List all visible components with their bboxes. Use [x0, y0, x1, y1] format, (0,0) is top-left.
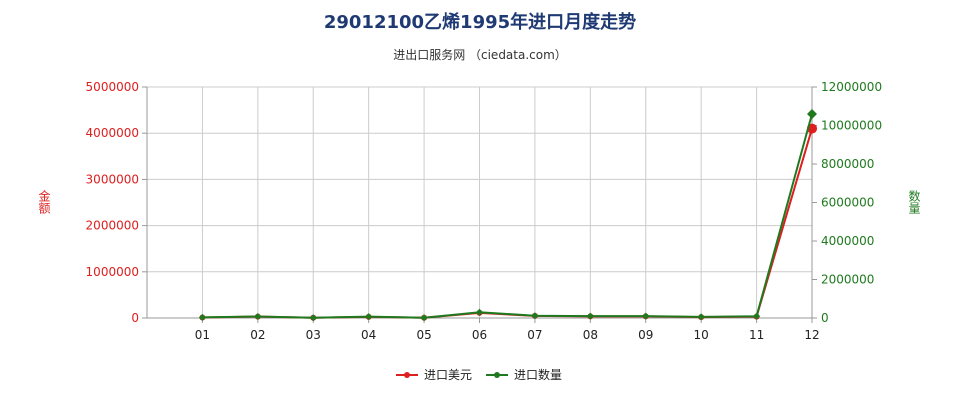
x-tick-label: 10 [694, 328, 709, 342]
left-tick-label: 2000000 [86, 219, 139, 233]
chart-subtitle: 进出口服务网 （ciedata.com） [393, 48, 567, 62]
right-tick-label: 10000000 [821, 119, 882, 133]
legend-swatch-usd [396, 370, 418, 380]
x-tick-label: 08 [583, 328, 598, 342]
right-tick-label: 6000000 [821, 196, 874, 210]
x-tick-label: 12 [804, 328, 819, 342]
data-point-quantity [642, 312, 650, 320]
chart-title: 29012100乙烯1995年进口月度走势 [323, 12, 637, 33]
right-tick-label: 4000000 [821, 234, 874, 248]
x-tick-label: 04 [361, 328, 376, 342]
right-tick-label: 8000000 [821, 157, 874, 171]
data-point-quantity [586, 312, 594, 320]
x-tick-label: 06 [472, 328, 487, 342]
data-point-quantity [309, 314, 317, 322]
series-line-usd [202, 128, 813, 319]
series-line-quantity [202, 113, 813, 319]
data-point-quantity [254, 312, 262, 320]
x-tick-label: 03 [306, 328, 321, 342]
x-tick-label: 07 [527, 328, 542, 342]
left-axis-title: 金额 [37, 190, 51, 214]
left-tick-label: 5000000 [86, 80, 139, 94]
left-tick-label: 4000000 [86, 126, 139, 140]
data-point-quantity [198, 313, 206, 321]
legend-item-usd[interactable]: 进口美元 [396, 366, 472, 383]
data-point-quantity [365, 313, 373, 321]
x-tick-label: 01 [195, 328, 210, 342]
right-tick-label: 0 [821, 311, 829, 325]
data-point-quantity [476, 308, 483, 316]
right-tick-label: 2000000 [821, 273, 874, 287]
legend-label-usd: 进口美元 [424, 368, 473, 382]
left-tick-label: 1000000 [86, 265, 139, 279]
left-tick-label: 3000000 [86, 172, 139, 186]
data-point-quantity [420, 314, 428, 322]
right-tick-label: 12000000 [821, 80, 882, 94]
x-tick-label: 05 [416, 328, 431, 342]
right-axis-title: 数量 [907, 190, 921, 214]
left-tick-label: 0 [131, 311, 139, 325]
legend-item-quantity[interactable]: 进口数量 [486, 366, 562, 383]
data-point-quantity [531, 312, 539, 320]
x-tick-label: 02 [250, 328, 265, 342]
x-tick-label: 11 [749, 328, 764, 342]
data-point-quantity [807, 108, 817, 119]
data-point-quantity [697, 313, 705, 321]
data-point-quantity [753, 312, 761, 320]
legend-swatch-quantity [486, 370, 508, 380]
legend-label-quantity: 进口数量 [514, 368, 563, 382]
x-tick-label: 09 [638, 328, 653, 342]
